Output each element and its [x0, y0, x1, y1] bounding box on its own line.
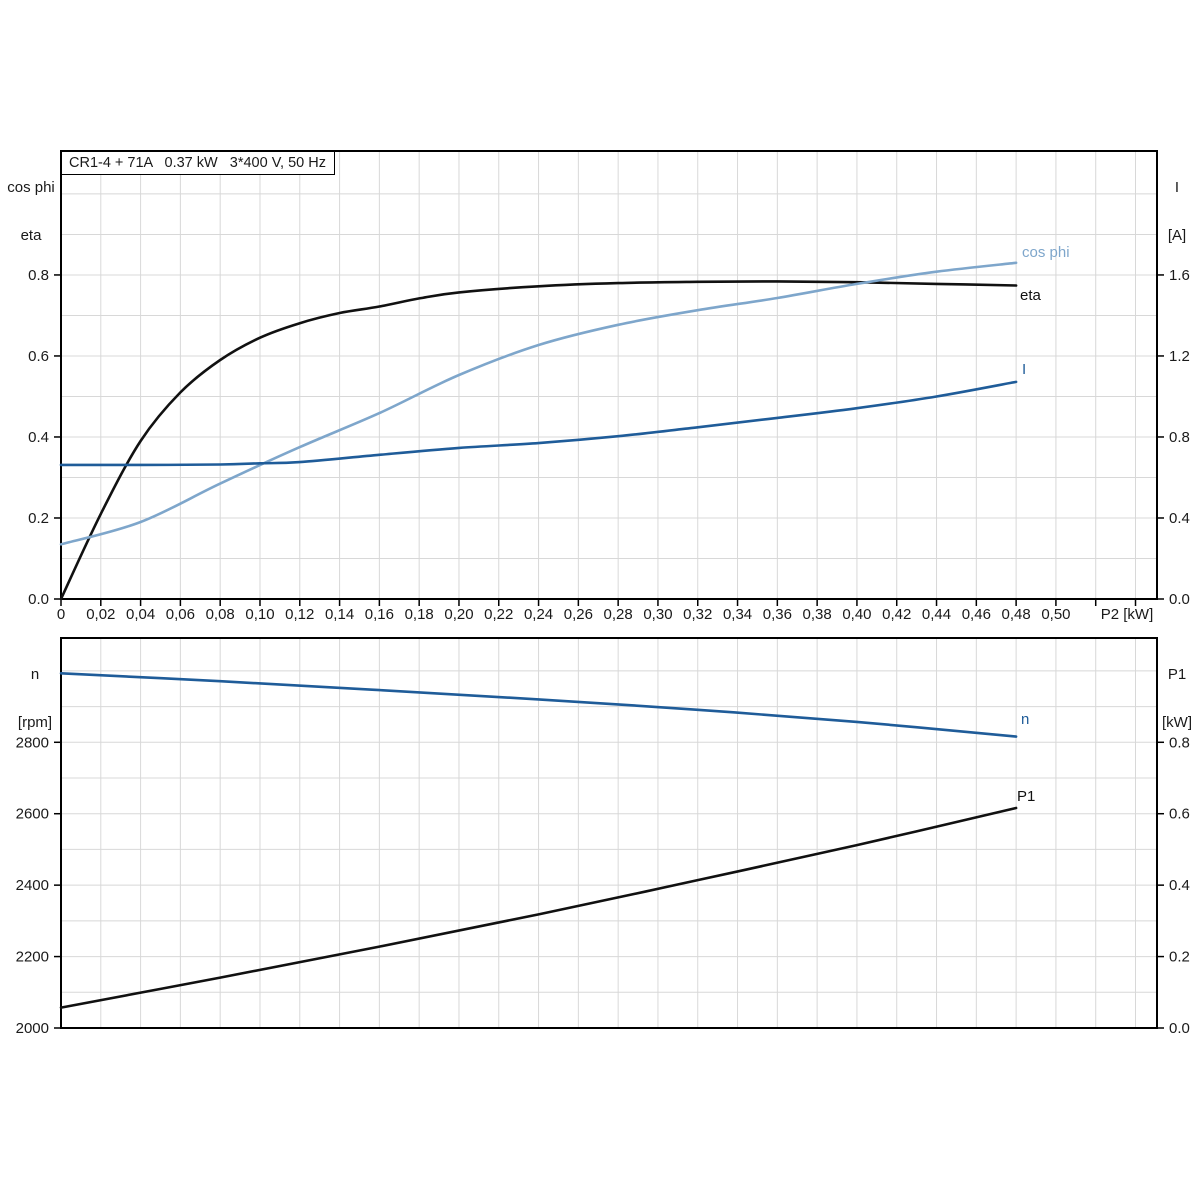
bottom-left-axis-title-line1: n: [30, 666, 40, 683]
left-tick-label: 2000: [16, 1020, 49, 1037]
x-tick-label: 0: [57, 606, 65, 623]
series-curve-cos-phi: [59, 261, 1018, 546]
x-tick-label: 0,50: [1041, 606, 1070, 623]
x-tick-label: 0,10: [245, 606, 274, 623]
x-tick-label: 0,16: [365, 606, 394, 623]
chart-area-1: 2000 2200 2400 2600 2800 0.0 0.2 0.4 0.6 0.8: [16, 637, 1190, 1037]
x-axis-unit-label: P2 [kW]: [1101, 606, 1154, 623]
left-tick-label: 0.0: [28, 591, 49, 608]
x-tick-label: 0,44: [922, 606, 951, 623]
right-tick-label: 0.0: [1169, 1020, 1190, 1037]
plot-frame: [60, 150, 1158, 600]
x-tick-label: 0,30: [643, 606, 672, 623]
x-tick-label: 0,38: [803, 606, 832, 623]
right-tick-label: 0.4: [1169, 877, 1190, 894]
series-curve-n: [59, 672, 1018, 738]
axis-ticks-and-labels: 2000 2200 2400 2600 2800 0.0 0.2 0.4 0.6 0.8: [16, 734, 1190, 1037]
top-left-axis-title-line1: cos phi: [7, 179, 55, 196]
p1-curve-label: P1: [1017, 788, 1036, 805]
x-tick-label: 0,40: [842, 606, 871, 623]
x-tick-label: 0,34: [723, 606, 752, 623]
eta-curve-label: eta: [1020, 287, 1041, 304]
x-tick-label: 0,24: [524, 606, 553, 623]
left-tick-label: 0.6: [28, 348, 49, 365]
top-right-axis-title: I [A]: [1158, 148, 1196, 276]
left-tick-label: 2600: [16, 806, 49, 823]
gridlines: [61, 638, 1157, 1028]
top-left-axis-title: cos phi eta: [2, 148, 60, 276]
x-tick-label: 0,14: [325, 606, 354, 623]
right-tick-label: 0.2: [1169, 949, 1190, 966]
right-tick-label: 0.8: [1169, 429, 1190, 446]
right-tick-label: 1.6: [1169, 267, 1190, 284]
right-tick-label: 0.0: [1169, 591, 1190, 608]
bottom-left-axis-title: n [rpm]: [6, 635, 64, 763]
left-tick-label: 0.4: [28, 429, 49, 446]
right-tick-label: 0.4: [1169, 510, 1190, 527]
x-tick-label: 0,12: [285, 606, 314, 623]
bottom-right-axis-title-line2: [kW]: [1162, 714, 1192, 731]
x-tick-label: 0,22: [484, 606, 513, 623]
x-tick-label: 0,48: [1002, 606, 1031, 623]
bottom-right-axis-title-line1: P1: [1167, 666, 1187, 683]
top-right-axis-title-line2: [A]: [1167, 227, 1187, 244]
series-curve-p1: [59, 806, 1018, 1009]
series-curve-i: [59, 380, 1018, 467]
plot-frame: [60, 637, 1158, 1029]
right-tick-label: 0.6: [1169, 806, 1190, 823]
x-tick-label: 0,02: [86, 606, 115, 623]
x-tick-label: 0,18: [405, 606, 434, 623]
x-tick-label: 0,42: [882, 606, 911, 623]
speed-curve-label: n: [1021, 711, 1030, 728]
left-tick-label: 0.2: [28, 510, 49, 527]
bottom-right-axis-title: P1 [kW]: [1154, 635, 1200, 763]
x-tick-label: 0,36: [763, 606, 792, 623]
x-tick-label: 0,32: [683, 606, 712, 623]
gridlines: [61, 151, 1157, 599]
left-tick-label: 2800: [16, 734, 49, 751]
axis-ticks-and-labels: 0.0 0.2 0.4 0.6 0.8 0.0 0.4 0.8 1.2 1.6 0 0,02 0,04 0…: [28, 267, 1190, 623]
top-left-axis-title-line2: eta: [20, 227, 42, 244]
x-tick-label: 0,08: [206, 606, 235, 623]
left-tick-label: 0.8: [28, 267, 49, 284]
x-tick-label: 0,04: [126, 606, 155, 623]
cos-phi-curve-label: cos phi: [1022, 244, 1070, 261]
x-tick-label: 0,20: [444, 606, 473, 623]
left-tick-label: 2200: [16, 949, 49, 966]
chart-title-box: CR1-4 + 71A 0.37 kW 3*400 V, 50 Hz: [61, 151, 335, 175]
series-curve-eta: [59, 280, 1018, 601]
current-curve-label: I: [1022, 361, 1027, 378]
x-tick-label: 0,28: [604, 606, 633, 623]
x-tick-label: 0,46: [962, 606, 991, 623]
right-tick-label: 0.8: [1169, 734, 1190, 751]
left-tick-label: 2400: [16, 877, 49, 894]
chart-area-0: 0.0 0.2 0.4 0.6 0.8 0.0 0.4 0.8 1.2 1.6 0 0,02 0,04 0…: [28, 150, 1190, 623]
x-tick-label: 0,26: [564, 606, 593, 623]
x-tick-label: 0,06: [166, 606, 195, 623]
right-tick-label: 1.2: [1169, 348, 1190, 365]
top-right-axis-title-line1: I: [1174, 179, 1180, 196]
bottom-left-axis-title-line2: [rpm]: [17, 714, 53, 731]
